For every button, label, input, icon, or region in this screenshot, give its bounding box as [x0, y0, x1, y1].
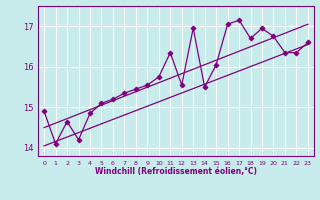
Point	[225, 23, 230, 26]
Point	[271, 35, 276, 38]
Point	[179, 83, 184, 87]
Point	[53, 142, 58, 145]
Point	[76, 138, 81, 141]
Point	[145, 83, 150, 87]
Point	[122, 92, 127, 95]
Point	[305, 41, 310, 44]
Point	[282, 51, 287, 54]
Point	[213, 63, 219, 66]
Point	[294, 51, 299, 54]
Point	[133, 88, 139, 91]
Point	[99, 102, 104, 105]
Point	[156, 75, 161, 79]
Point	[202, 85, 207, 89]
Point	[260, 27, 265, 30]
Point	[236, 19, 242, 22]
Point	[42, 110, 47, 113]
Point	[87, 112, 92, 115]
Point	[248, 37, 253, 40]
Point	[191, 27, 196, 30]
Point	[168, 51, 173, 54]
Point	[65, 120, 70, 123]
X-axis label: Windchill (Refroidissement éolien,°C): Windchill (Refroidissement éolien,°C)	[95, 167, 257, 176]
Point	[110, 98, 116, 101]
